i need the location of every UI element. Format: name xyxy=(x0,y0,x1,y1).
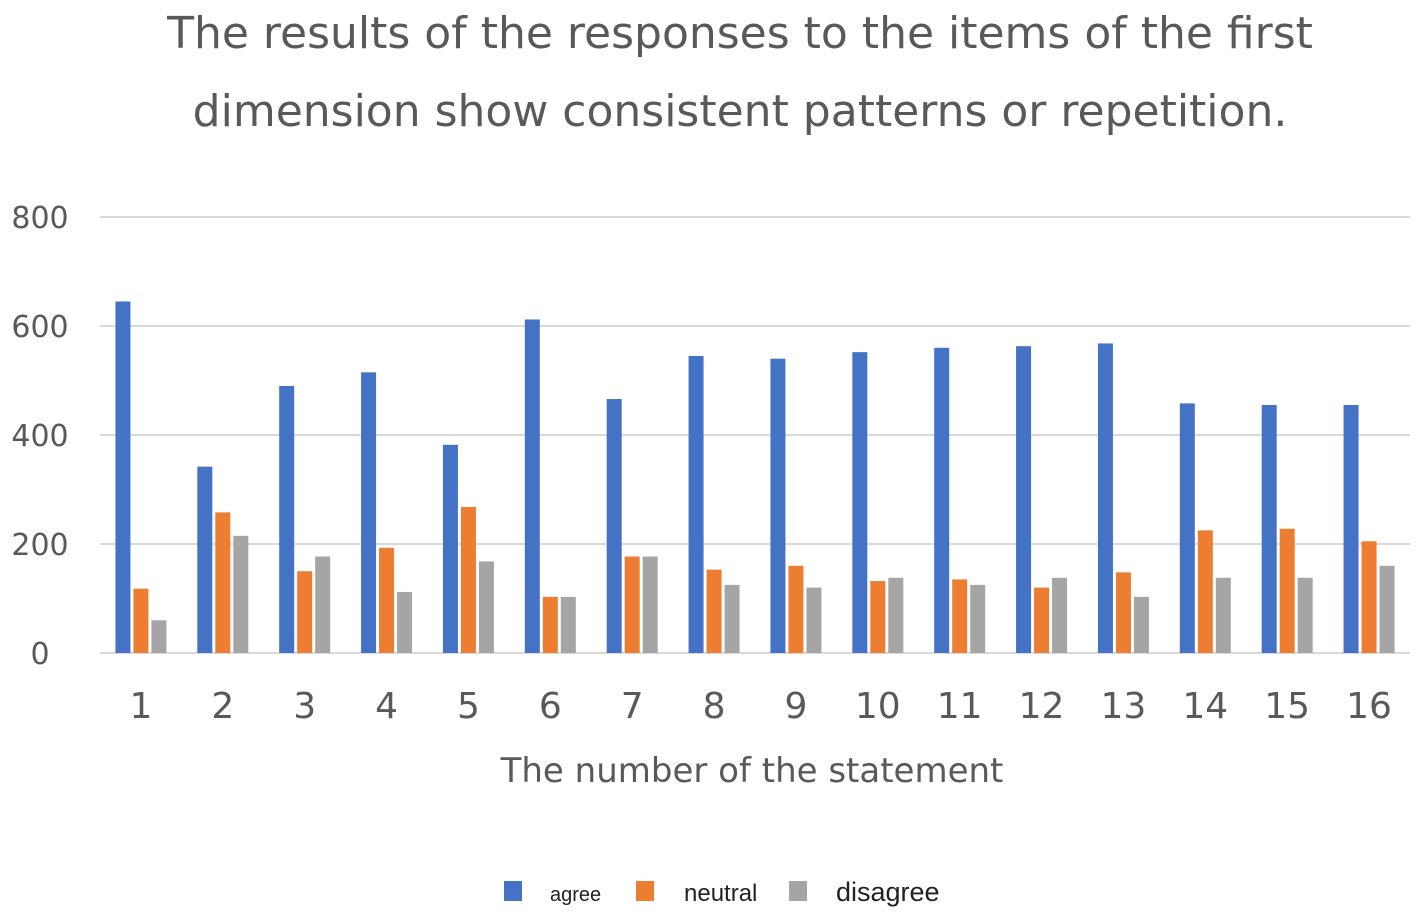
y-tick-label: 600 xyxy=(11,310,68,345)
bar-agree-16 xyxy=(1343,405,1359,653)
bar-neutral-8 xyxy=(706,569,722,653)
bar-neutral-9 xyxy=(788,565,804,653)
x-tick-label: 8 xyxy=(703,686,726,727)
bar-agree-8 xyxy=(688,355,704,653)
x-tick-label: 1 xyxy=(129,686,152,727)
bar-neutral-13 xyxy=(1115,572,1131,653)
bar-disagree-15 xyxy=(1297,577,1313,653)
y-axis-ticks: 0 200 400 600 800 xyxy=(11,201,68,672)
bar-agree-1 xyxy=(115,301,131,653)
bar-disagree-7 xyxy=(642,556,658,653)
bar-disagree-1 xyxy=(151,620,167,653)
bar-agree-6 xyxy=(524,319,540,653)
bar-agree-10 xyxy=(852,352,868,653)
bar-agree-15 xyxy=(1261,405,1277,653)
legend-label-disagree: disagree xyxy=(836,877,940,907)
bar-disagree-3 xyxy=(315,556,331,653)
legend-label-neutral: neutral xyxy=(684,880,757,907)
x-tick-label: 2 xyxy=(211,686,234,727)
bar-neutral-11 xyxy=(952,579,968,653)
bar-agree-5 xyxy=(442,444,458,653)
x-axis-title: The number of the statement xyxy=(500,751,1004,791)
bar-agree-12 xyxy=(1016,346,1032,653)
bar-neutral-4 xyxy=(379,547,395,653)
chart-title-line-2: dimension show consistent patterns or re… xyxy=(193,86,1288,137)
bar-disagree-10 xyxy=(888,577,904,653)
legend-label-agree: agree xyxy=(550,884,601,906)
y-tick-label: 800 xyxy=(11,201,68,236)
bar-disagree-8 xyxy=(724,584,740,653)
bar-agree-7 xyxy=(606,399,622,653)
bar-agree-13 xyxy=(1097,343,1113,653)
bar-agree-9 xyxy=(770,358,786,653)
x-tick-label: 5 xyxy=(457,686,480,727)
chart-title-line-1: The results of the responses to the item… xyxy=(166,8,1313,59)
bar-agree-11 xyxy=(934,347,950,653)
x-tick-label: 3 xyxy=(293,686,316,727)
bar-neutral-1 xyxy=(133,588,149,653)
bar-disagree-11 xyxy=(970,584,986,653)
bar-disagree-16 xyxy=(1379,565,1395,653)
x-tick-label: 6 xyxy=(539,686,562,727)
bar-neutral-5 xyxy=(460,506,476,653)
bar-neutral-7 xyxy=(624,556,640,653)
x-tick-label: 16 xyxy=(1346,686,1392,727)
bar-neutral-15 xyxy=(1279,528,1295,653)
bar-neutral-2 xyxy=(215,512,231,653)
bar-disagree-6 xyxy=(560,596,576,653)
legend-swatch-agree xyxy=(504,881,522,901)
bar-neutral-16 xyxy=(1361,541,1377,653)
x-tick-label: 11 xyxy=(937,686,983,727)
bar-disagree-13 xyxy=(1133,596,1149,653)
bars xyxy=(115,301,1395,653)
legend-swatch-disagree xyxy=(789,881,807,901)
legend: agree neutral disagree xyxy=(504,877,940,907)
gridlines xyxy=(100,216,1410,654)
y-tick-label: 200 xyxy=(11,528,68,563)
bar-disagree-12 xyxy=(1052,577,1068,653)
bar-neutral-3 xyxy=(297,571,313,653)
x-tick-label: 4 xyxy=(375,686,398,727)
x-tick-label: 10 xyxy=(855,686,901,727)
legend-swatch-neutral xyxy=(636,881,654,901)
bar-disagree-4 xyxy=(397,591,413,653)
bar-disagree-5 xyxy=(478,561,494,653)
x-axis-ticks: 1 2 3 4 5 6 7 8 9 10 11 12 13 14 15 16 xyxy=(129,686,1391,727)
bar-agree-2 xyxy=(197,466,213,653)
bar-disagree-14 xyxy=(1215,577,1231,653)
y-tick-label: 400 xyxy=(11,419,68,454)
bar-agree-14 xyxy=(1179,403,1195,653)
bar-neutral-10 xyxy=(870,581,886,653)
x-tick-label: 13 xyxy=(1101,686,1147,727)
bar-neutral-14 xyxy=(1197,530,1213,653)
x-tick-label: 7 xyxy=(621,686,644,727)
x-tick-label: 9 xyxy=(784,686,807,727)
y-tick-label: 0 xyxy=(30,637,49,672)
bar-agree-4 xyxy=(361,372,377,653)
bar-disagree-9 xyxy=(806,587,822,653)
bar-agree-3 xyxy=(279,385,295,653)
x-tick-label: 12 xyxy=(1019,686,1065,727)
x-tick-label: 14 xyxy=(1182,686,1228,727)
bar-neutral-12 xyxy=(1034,587,1050,653)
x-tick-label: 15 xyxy=(1264,686,1310,727)
bar-neutral-6 xyxy=(542,596,558,653)
bar-disagree-2 xyxy=(233,535,249,653)
